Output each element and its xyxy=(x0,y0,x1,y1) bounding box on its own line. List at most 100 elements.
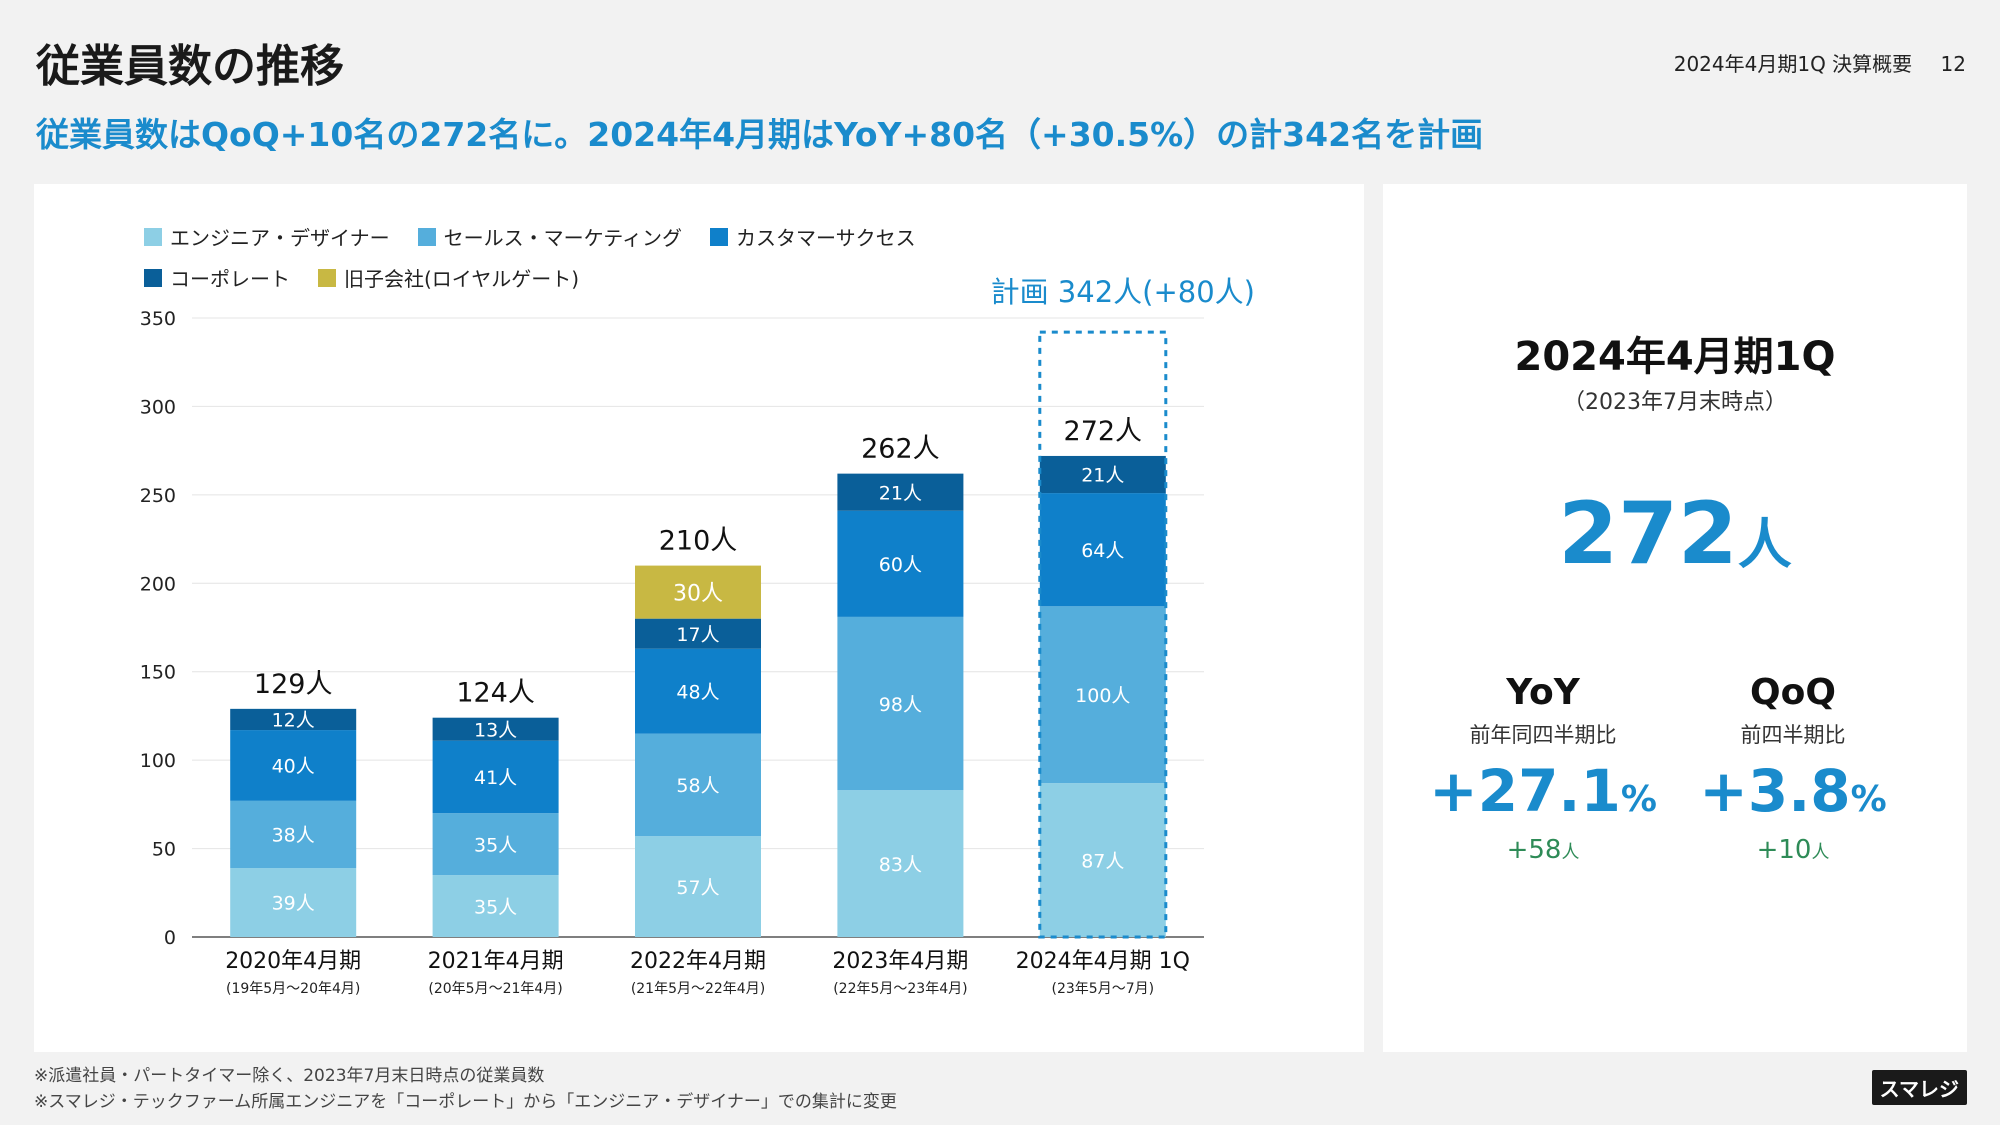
bar-total-label: 210人 xyxy=(659,526,738,557)
bar-segment-cs xyxy=(230,730,357,801)
bar-segment-engineer xyxy=(635,836,761,937)
report-name: 2024年4月期1Q 決算概要 xyxy=(1673,52,1913,76)
legend-swatch-corporate xyxy=(144,268,162,287)
legend-item-sales: セールス・マーケティング xyxy=(417,222,683,251)
bar-segment-sales xyxy=(1039,606,1166,784)
company-logo: スマレジ xyxy=(1871,1070,1967,1105)
bar-data-label: 57人 xyxy=(676,877,719,899)
summary-panel: 2024年4月期1Q （2023年7月末時点） 272人 YoY 前年同四半期比… xyxy=(1383,184,1967,1052)
x-tick-label: 2022年4月期 xyxy=(630,949,766,974)
x-tick-label: 2024年4月期 1Q xyxy=(1016,949,1190,974)
qoq-value: +3.8% xyxy=(1673,757,1913,825)
legend-label-former: 旧子会社(ロイヤルゲート) xyxy=(344,267,580,291)
bar-segment-engineer xyxy=(1039,783,1166,937)
legend-swatch-sales xyxy=(417,227,436,246)
bar-data-label: 58人 xyxy=(676,775,719,797)
bar-total-label: 129人 xyxy=(254,669,333,700)
x-tick-sublabel: (22年5月〜23年4月) xyxy=(833,981,967,997)
bar-segment-cs xyxy=(432,740,559,814)
legend-item-corporate: コーポレート xyxy=(144,263,290,292)
legend-item-former: 旧子会社(ロイヤルゲート) xyxy=(318,263,579,292)
bar-segment-sales xyxy=(635,733,761,837)
legend-swatch-former xyxy=(318,268,336,287)
x-tick-label: 2021年4月期 xyxy=(428,949,564,974)
bar-data-label: 98人 xyxy=(879,694,922,716)
bar-segment-engineer xyxy=(230,868,357,937)
legend-row: コーポレート 旧子会社(ロイヤルゲート) xyxy=(144,263,1044,292)
legend-item-cs: カスタマーサクセス xyxy=(710,222,916,251)
yoy-description: 前年同四半期比 xyxy=(1469,723,1617,747)
y-tick-label: 150 xyxy=(140,662,176,684)
legend-label-sales: セールス・マーケティング xyxy=(443,226,683,250)
y-tick-label: 200 xyxy=(140,573,176,595)
x-tick-sublabel: (20年5月〜21年4月) xyxy=(428,981,562,997)
bar-data-label: 48人 xyxy=(676,681,719,703)
bar-data-label: 21人 xyxy=(1081,465,1124,487)
stacked-bar-chart: 0 50 100 150 200 250 300 350 39人 38人 40人 12人 129人 202… xyxy=(140,275,1255,997)
bar-segment-sales xyxy=(432,813,559,876)
bar-segment-engineer xyxy=(432,875,559,937)
legend-label-engineer: エンジニア・デザイナー xyxy=(170,226,390,250)
yoy-value-percent: % xyxy=(1620,779,1657,820)
y-tick-label: 50 xyxy=(152,839,176,861)
bar-segment-sales xyxy=(230,800,357,869)
qoq-description: 前四半期比 xyxy=(1740,723,1846,747)
bar-segment-sales xyxy=(837,616,964,791)
chart-panel: エンジニア・デザイナー セールス・マーケティング カスタマーサクセス コーポレー… xyxy=(34,184,1364,1052)
summary-title: 2024年4月期1Q xyxy=(1514,334,1836,380)
bar-data-label: 21人 xyxy=(879,482,922,504)
bar-data-label: 83人 xyxy=(879,854,922,876)
x-tick-sublabel: (21年5月〜22年4月) xyxy=(631,981,765,997)
qoq-diff-number: +10 xyxy=(1756,835,1812,865)
y-tick-label: 250 xyxy=(140,485,176,507)
bar-data-label: 87人 xyxy=(1081,850,1124,872)
legend-label-cs: カスタマーサクセス xyxy=(736,226,916,250)
page-subtitle: 従業員数はQoQ+10名の272名に。2024年4月期はYoY+80名（+30.… xyxy=(36,115,1484,154)
chart-legend: エンジニア・デザイナー セールス・マーケティング カスタマーサクセス コーポレー… xyxy=(144,222,1044,304)
legend-item-engineer: エンジニア・デザイナー xyxy=(144,222,390,251)
bar-data-label: 35人 xyxy=(474,896,517,918)
yoy-value: +27.1% xyxy=(1423,757,1663,825)
y-tick-label: 0 xyxy=(164,927,176,949)
bar-data-label: 40人 xyxy=(272,756,315,778)
yoy-label: YoY xyxy=(1506,672,1580,713)
bar-data-label: 35人 xyxy=(474,834,517,856)
bar-segment-cs xyxy=(1039,493,1166,607)
qoq-diff: +10人 xyxy=(1673,835,1913,865)
page-number: 12 xyxy=(1940,52,1966,76)
footnotes: ※派遣社員・パートタイマー除く、2023年7月末日時点の従業員数 ※スマレジ・テ… xyxy=(34,1063,897,1115)
bar-data-label: 64人 xyxy=(1081,540,1124,562)
qoq-value-percent: % xyxy=(1850,779,1887,820)
page-title: 従業員数の推移 xyxy=(36,41,344,92)
bar-data-label: 41人 xyxy=(474,767,517,789)
x-tick-label: 2020年4月期 xyxy=(225,949,361,974)
legend-swatch-engineer xyxy=(144,227,162,246)
summary-headcount-number: 272 xyxy=(1558,484,1738,584)
bar-data-label: 100人 xyxy=(1075,685,1130,707)
summary-headcount-unit: 人 xyxy=(1737,513,1792,576)
x-tick-sublabel: (19年5月〜20年4月) xyxy=(226,981,360,997)
header-meta: 2024年4月期1Q 決算概要 12 xyxy=(1674,48,1966,77)
legend-label-corporate: コーポレート xyxy=(170,267,290,291)
qoq-label: QoQ xyxy=(1750,672,1836,713)
bar-data-label: 12人 xyxy=(272,710,315,732)
bar-segment-corporate xyxy=(432,717,559,741)
y-tick-label: 350 xyxy=(140,308,176,330)
bar-data-label: 38人 xyxy=(272,825,315,847)
legend-swatch-cs xyxy=(710,227,729,246)
yoy-diff-number: +58 xyxy=(1506,835,1562,865)
legend-row: エンジニア・デザイナー セールス・マーケティング カスタマーサクセス xyxy=(144,222,1044,251)
bar-data-label: 60人 xyxy=(879,554,922,576)
yoy-diff: +58人 xyxy=(1423,835,1663,865)
bar-data-label: 17人 xyxy=(676,624,719,646)
footnote: ※派遣社員・パートタイマー除く、2023年7月末日時点の従業員数 xyxy=(34,1066,545,1086)
bar-total-label: 124人 xyxy=(456,678,535,709)
bar-segment-cs xyxy=(837,510,964,617)
x-tick-sublabel: (23年5月〜7月) xyxy=(1052,981,1155,997)
bar-segment-corporate xyxy=(837,473,964,511)
bar-total-label: 262人 xyxy=(861,434,940,465)
bar-data-label: 13人 xyxy=(474,719,517,741)
summary-headcount: 272人 xyxy=(1383,484,1967,584)
qoq-diff-unit: 人 xyxy=(1811,842,1830,863)
footnote: ※スマレジ・テックファーム所属エンジニアを「コーポレート」から「エンジニア・デザ… xyxy=(34,1092,897,1112)
